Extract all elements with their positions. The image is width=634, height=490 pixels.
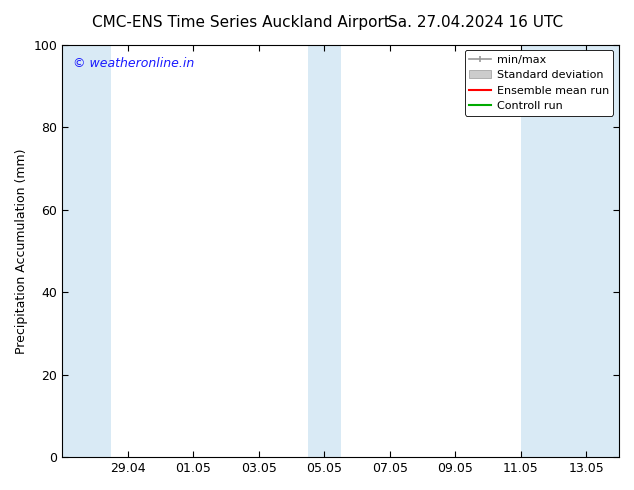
Legend: min/max, Standard deviation, Ensemble mean run, Controll run: min/max, Standard deviation, Ensemble me… <box>465 50 614 116</box>
Text: © weatheronline.in: © weatheronline.in <box>74 57 195 70</box>
Bar <box>308 45 340 457</box>
Text: CMC-ENS Time Series Auckland Airport: CMC-ENS Time Series Auckland Airport <box>92 15 390 30</box>
Bar <box>521 45 619 457</box>
Bar <box>62 45 112 457</box>
Text: Sa. 27.04.2024 16 UTC: Sa. 27.04.2024 16 UTC <box>388 15 563 30</box>
Y-axis label: Precipitation Accumulation (mm): Precipitation Accumulation (mm) <box>15 148 28 354</box>
